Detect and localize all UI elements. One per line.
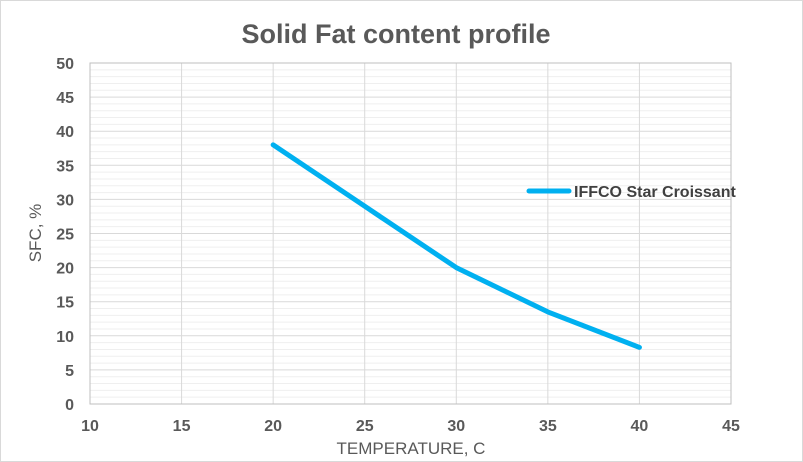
legend-label: IFFCO Star Croissant bbox=[574, 184, 736, 201]
major-gridlines bbox=[89, 62, 732, 405]
x-axis-title: TEMPERATURE, C bbox=[337, 439, 486, 458]
y-tick-label: 35 bbox=[56, 158, 74, 175]
data-point bbox=[364, 205, 366, 207]
y-tick-label: 0 bbox=[65, 397, 74, 414]
series-layer bbox=[270, 142, 642, 350]
x-tick-label: 15 bbox=[173, 418, 191, 435]
data-point bbox=[638, 346, 640, 348]
y-tick-label: 15 bbox=[56, 295, 74, 312]
x-tick-label: 25 bbox=[356, 418, 374, 435]
data-point bbox=[272, 144, 274, 146]
x-tick-label: 45 bbox=[722, 418, 740, 435]
data-point bbox=[455, 267, 457, 269]
y-tick-label: 30 bbox=[56, 192, 74, 209]
y-tick-label: 10 bbox=[56, 329, 74, 346]
y-tick-label: 20 bbox=[56, 261, 74, 278]
data-point bbox=[547, 311, 549, 313]
minor-gridlines bbox=[90, 69, 731, 398]
y-tick-label: 40 bbox=[56, 124, 74, 141]
y-tick-label: 45 bbox=[56, 90, 74, 107]
plot-area-border bbox=[89, 62, 732, 405]
y-tick-label: 25 bbox=[56, 227, 74, 244]
chart-title: Solid Fat content profile bbox=[242, 19, 551, 49]
x-tick-label: 10 bbox=[81, 418, 99, 435]
y-axis-tick-labels: 0 5 10 15 20 25 30 35 40 45 50 bbox=[56, 56, 74, 414]
legend: IFFCO Star Croissant bbox=[526, 184, 736, 201]
y-tick-label: 5 bbox=[65, 363, 74, 380]
y-axis-title: SFC, % bbox=[26, 204, 45, 263]
x-tick-label: 20 bbox=[264, 418, 282, 435]
x-axis-tick-labels: 10 15 20 25 30 35 40 45 bbox=[81, 418, 740, 435]
y-tick-label: 50 bbox=[56, 56, 74, 73]
x-tick-label: 40 bbox=[631, 418, 649, 435]
x-tick-label: 30 bbox=[447, 418, 465, 435]
x-tick-label: 35 bbox=[539, 418, 557, 435]
